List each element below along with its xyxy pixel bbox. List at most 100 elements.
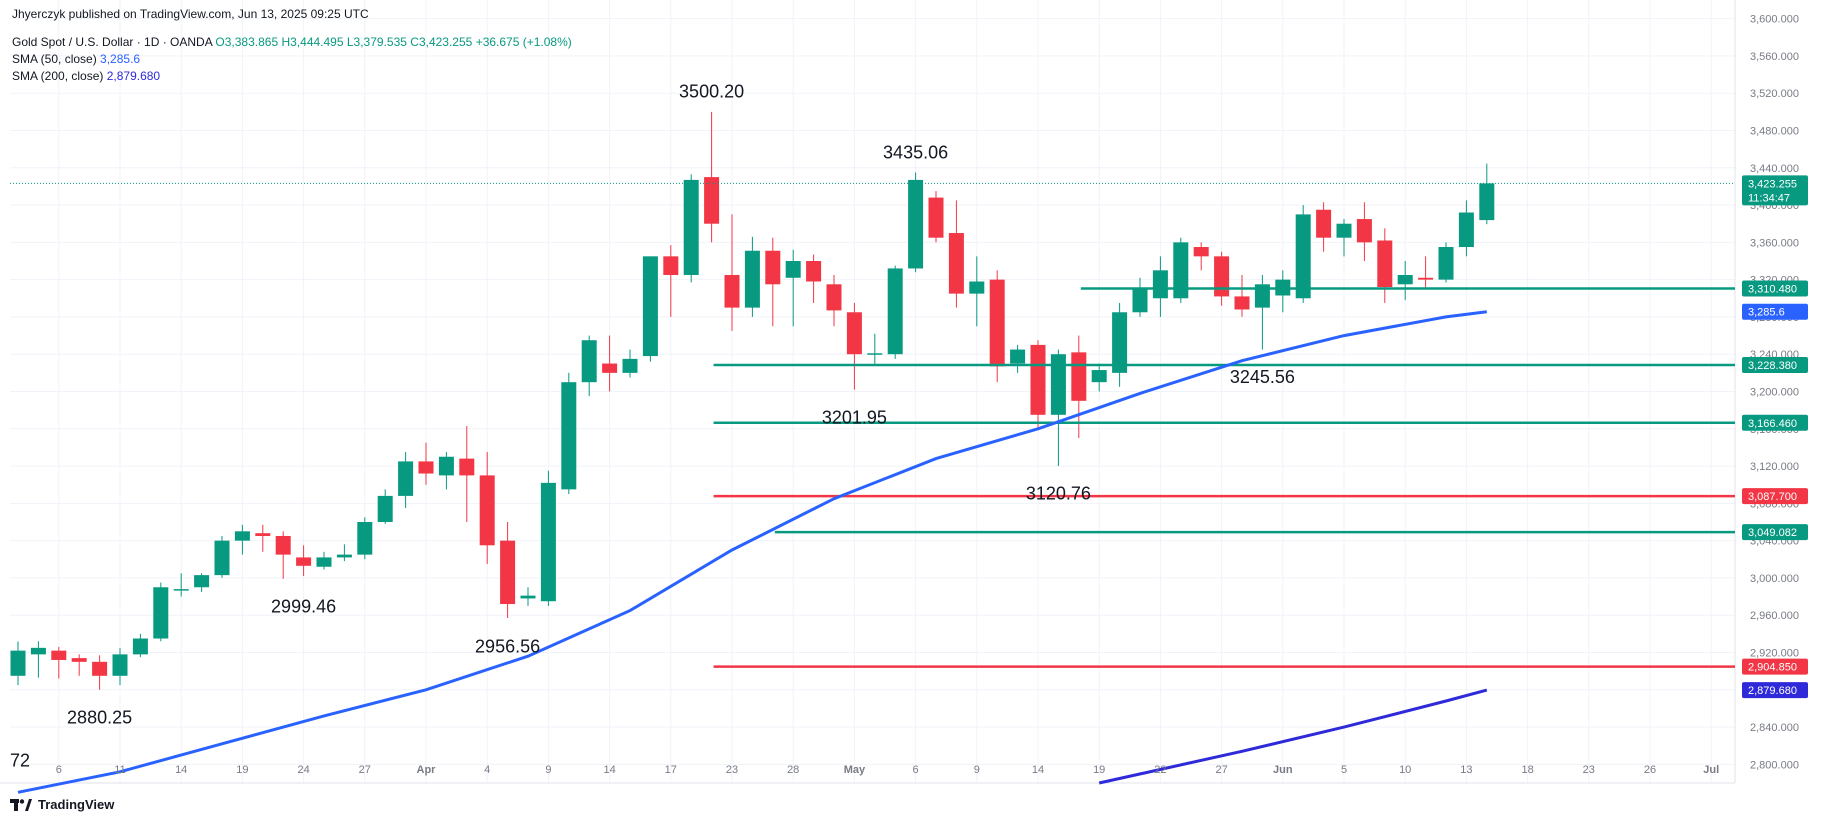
candle-body [112, 654, 128, 676]
candle-body [724, 274, 740, 308]
candle [887, 265, 903, 359]
sma200-legend[interactable]: SMA (200, close) 2,879.680 [12, 69, 160, 83]
candle-body [1214, 256, 1230, 297]
candle [92, 655, 108, 690]
price-annotations: 3500.20 3435.06 3201.95 3120.76 3245.56 2999.… [10, 82, 1295, 771]
candle-body [540, 482, 556, 602]
price-annotation: 72 [10, 750, 30, 770]
candle [969, 256, 985, 327]
price-annotation: 2956.56 [475, 636, 540, 656]
price-tag-sublabel: 11:34:47 [1748, 192, 1790, 204]
candle-body [1397, 274, 1413, 285]
time-tick-label: 26 [1644, 764, 1656, 776]
candle-body [316, 557, 332, 567]
candle [1214, 251, 1230, 306]
candle-body [132, 638, 148, 655]
price-tag [1742, 524, 1808, 541]
candle-body [785, 261, 801, 278]
time-tick-label: 14 [1032, 764, 1044, 776]
tradingview-logo-icon [10, 798, 32, 811]
price-tag [1742, 280, 1808, 297]
candle-body [1091, 370, 1107, 383]
price-tag [1742, 488, 1808, 505]
candle [30, 641, 46, 678]
candle [1295, 205, 1311, 303]
candle-body [275, 535, 291, 555]
change-value: +36.675 (+1.08%) [475, 35, 572, 49]
instrument-label[interactable]: Gold Spot / U.S. Dollar · 1D · OANDA [12, 35, 213, 49]
sma50-legend[interactable]: SMA (50, close) 3,285.6 [12, 52, 140, 66]
candle-body [989, 279, 1005, 367]
candle-body [969, 281, 985, 294]
candle [948, 200, 964, 308]
candle [500, 522, 516, 619]
candle [1234, 274, 1250, 317]
ohlc-legend: Gold Spot / U.S. Dollar · 1D · OANDA O3,… [12, 35, 572, 49]
price-tag-label: 3,228.380 [1748, 360, 1797, 372]
candle-body [357, 522, 373, 555]
candle [806, 254, 822, 303]
candle-body [459, 458, 475, 476]
candle-body [1377, 240, 1393, 288]
candle-body [1356, 219, 1372, 243]
time-tick-label: 18 [1521, 764, 1533, 776]
candle [357, 517, 373, 560]
candle-body [255, 533, 271, 536]
candle-body [173, 589, 189, 591]
price-annotation: 2999.46 [271, 596, 336, 616]
price-tag-label: 2,879.680 [1748, 685, 1797, 697]
time-tick-label: 11 [114, 764, 125, 776]
candle [214, 535, 230, 578]
price-tag-label: 2,904.850 [1748, 662, 1797, 674]
time-tick-label: 27 [359, 764, 371, 776]
candle-body [765, 250, 781, 285]
candle [520, 587, 536, 606]
sma200-label: SMA (200, close) [12, 69, 104, 83]
candle [438, 452, 454, 490]
candle [642, 256, 658, 362]
candle-body [398, 461, 414, 496]
candle-body [704, 177, 720, 224]
candle-body [1295, 214, 1311, 299]
candle [663, 245, 679, 317]
candle-body [500, 540, 516, 605]
price-tick-label: 2,920.000 [1750, 648, 1799, 660]
candle [71, 654, 87, 676]
candle-body [1458, 212, 1474, 248]
candle [1050, 349, 1066, 467]
candle [561, 372, 577, 495]
time-tick-label: 10 [1399, 764, 1411, 776]
candle-body [1050, 354, 1066, 415]
time-tick-label: May [844, 764, 866, 776]
price-tick-label: 3,440.000 [1750, 163, 1799, 175]
tradingview-logo[interactable]: TradingView [10, 797, 114, 812]
candle-body [867, 353, 883, 355]
open-value: O3,383.865 [215, 35, 279, 49]
close-value: C3,423.255 [410, 35, 473, 49]
candle [479, 452, 495, 564]
candle [867, 333, 883, 366]
price-tag [1742, 682, 1808, 699]
time-tick-label: 23 [1583, 764, 1595, 776]
time-tick-label: 24 [297, 764, 309, 776]
candle [602, 335, 618, 392]
candle [1275, 270, 1291, 313]
price-tick-label: 3,600.000 [1750, 14, 1799, 26]
candle [1152, 256, 1168, 317]
candle [1132, 277, 1148, 317]
candle [622, 349, 638, 378]
candle [132, 633, 148, 658]
candle-body [826, 284, 842, 311]
candle [296, 545, 312, 577]
candle [928, 191, 944, 243]
candle-body [520, 595, 536, 599]
price-tick-label: 2,960.000 [1750, 610, 1799, 622]
candle [1458, 200, 1474, 257]
candle-body [1152, 270, 1168, 299]
candle [683, 174, 699, 283]
candle [173, 573, 189, 597]
candle [1479, 163, 1495, 225]
candle [704, 111, 720, 243]
candle-body [1112, 312, 1128, 373]
